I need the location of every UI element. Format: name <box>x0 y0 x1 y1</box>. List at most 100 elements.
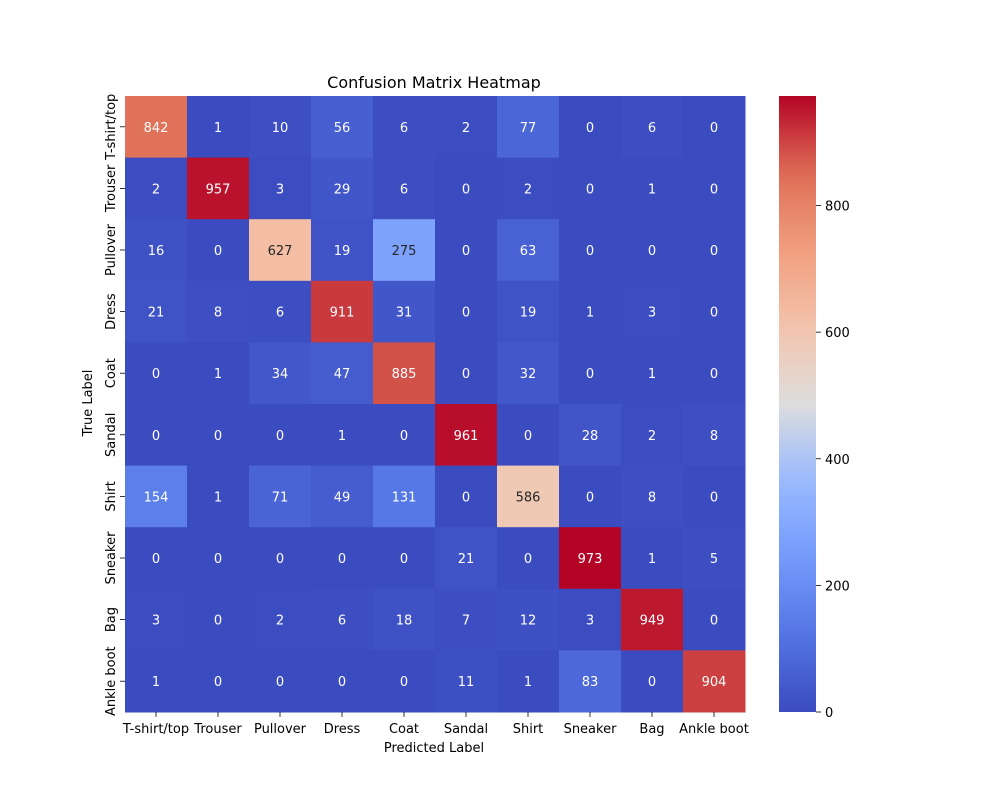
heatmap-cell <box>311 280 374 343</box>
cell-value-label: 10 <box>272 121 289 136</box>
cell-value-label: 961 <box>454 429 479 444</box>
cell-value-label: 49 <box>334 490 351 505</box>
heatmap-cell <box>125 342 188 405</box>
cell-value-label: 0 <box>338 552 346 567</box>
cell-value-label: 0 <box>586 182 594 197</box>
cell-value-label: 0 <box>710 121 718 136</box>
cell-value-label: 7 <box>462 614 470 629</box>
cell-value-label: 2 <box>152 182 160 197</box>
cell-value-label: 0 <box>586 244 594 259</box>
heatmap-cell <box>497 527 560 590</box>
heatmap-cell <box>249 342 312 405</box>
heatmap-cell <box>497 650 560 713</box>
y-tick-label: Dress <box>104 293 119 330</box>
cell-value-label: 911 <box>330 306 355 321</box>
heatmap-cell <box>683 650 746 713</box>
cell-value-label: 0 <box>462 306 470 321</box>
x-tick-label: Dress <box>324 722 361 737</box>
cell-value-label: 2 <box>276 614 284 629</box>
cell-value-label: 0 <box>400 552 408 567</box>
heatmap-cell <box>125 157 188 220</box>
cell-value-label: 1 <box>524 675 532 690</box>
y-tick-label: Trouser <box>104 164 119 213</box>
cell-value-label: 0 <box>710 182 718 197</box>
cell-value-label: 0 <box>586 121 594 136</box>
heatmap-cell <box>621 650 684 713</box>
heatmap-cell <box>373 527 436 590</box>
cell-value-label: 16 <box>148 244 165 259</box>
cell-value-label: 0 <box>276 429 284 444</box>
cell-value-label: 275 <box>392 244 417 259</box>
cell-value-label: 32 <box>520 367 537 382</box>
cell-value-label: 8 <box>214 306 222 321</box>
heatmap-cell <box>373 650 436 713</box>
cell-value-label: 0 <box>710 306 718 321</box>
heatmap-cell <box>249 157 312 220</box>
cell-value-label: 29 <box>334 182 351 197</box>
x-tick-label: Sandal <box>444 722 488 737</box>
cell-value-label: 19 <box>334 244 351 259</box>
cell-value-label: 1 <box>152 675 160 690</box>
cell-value-label: 18 <box>396 614 413 629</box>
heatmap-cell <box>435 280 498 343</box>
colorbar-tick-label: 400 <box>825 453 850 468</box>
heatmap-cell <box>683 404 746 467</box>
heatmap-cell <box>373 157 436 220</box>
cell-value-label: 1 <box>214 490 222 505</box>
y-axis-label: True Label <box>81 370 96 438</box>
cell-value-label: 1 <box>648 367 656 382</box>
cell-value-label: 6 <box>400 182 408 197</box>
heatmap-cell <box>125 404 188 467</box>
cell-value-label: 885 <box>392 367 417 382</box>
cell-value-label: 1 <box>586 306 594 321</box>
heatmap-cell <box>125 588 188 651</box>
y-tick-label: Sandal <box>104 413 119 457</box>
cell-value-label: 0 <box>152 367 160 382</box>
cell-value-label: 21 <box>458 552 475 567</box>
cell-value-label: 0 <box>214 244 222 259</box>
colorbar-tick-label: 200 <box>825 579 850 594</box>
x-tick-label: Coat <box>389 722 419 737</box>
cell-value-label: 56 <box>334 121 351 136</box>
cell-value-label: 1 <box>648 552 656 567</box>
heatmap-cell <box>621 280 684 343</box>
cell-value-label: 586 <box>516 490 541 505</box>
heatmap-cell <box>683 157 746 220</box>
heatmap-cell <box>621 404 684 467</box>
heatmap-cell <box>125 96 188 159</box>
chart-title: Confusion Matrix Heatmap <box>327 73 541 92</box>
heatmap-cell <box>249 527 312 590</box>
y-tick-label: Ankle boot <box>104 646 119 716</box>
heatmap-cell <box>311 157 374 220</box>
heatmap-cell <box>683 96 746 159</box>
heatmap-cell <box>249 219 312 282</box>
cell-value-label: 83 <box>582 675 599 690</box>
heatmap-cell <box>683 342 746 405</box>
colorbar-tick-label: 800 <box>825 200 850 215</box>
heatmap-cell <box>311 465 374 528</box>
heatmap-cell <box>497 157 560 220</box>
y-tick-labels: T-shirt/top Trouser Pullover Dress Coat Sanda… <box>104 94 125 716</box>
cell-value-label: 6 <box>400 121 408 136</box>
heatmap-cell <box>621 96 684 159</box>
cell-value-label: 5 <box>710 552 718 567</box>
heatmap-cell <box>497 280 560 343</box>
heatmap-cell <box>311 342 374 405</box>
cell-value-label: 0 <box>586 490 594 505</box>
heatmap-cell <box>187 465 250 528</box>
heatmap-cell <box>559 588 622 651</box>
cell-value-label: 0 <box>524 552 532 567</box>
cell-value-label: 2 <box>462 121 470 136</box>
heatmap-cell <box>249 404 312 467</box>
cell-value-label: 0 <box>400 675 408 690</box>
y-tick-label: Sneaker <box>104 531 119 585</box>
heatmap-cell <box>621 157 684 220</box>
x-tick-label: Sneaker <box>564 722 618 737</box>
cell-value-label: 1 <box>338 429 346 444</box>
colorbar-tick-label: 0 <box>825 706 833 721</box>
heatmap-cell <box>311 219 374 282</box>
cell-value-label: 0 <box>710 367 718 382</box>
heatmap-cell <box>187 280 250 343</box>
cell-value-label: 0 <box>462 367 470 382</box>
cell-value-label: 0 <box>214 552 222 567</box>
